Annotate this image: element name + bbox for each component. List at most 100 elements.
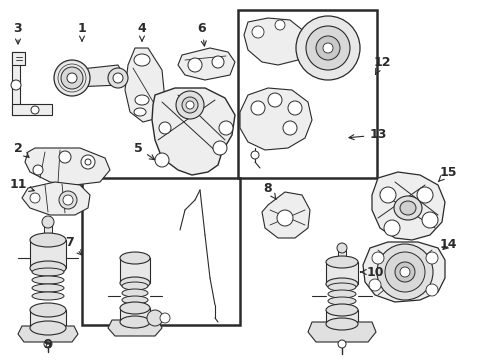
- Circle shape: [33, 165, 43, 175]
- Circle shape: [250, 101, 264, 115]
- Ellipse shape: [30, 233, 66, 247]
- Ellipse shape: [30, 303, 66, 317]
- Bar: [325, 262, 357, 284]
- Circle shape: [31, 106, 39, 114]
- Ellipse shape: [32, 284, 64, 292]
- Circle shape: [30, 193, 40, 203]
- Polygon shape: [125, 48, 164, 122]
- Circle shape: [63, 195, 73, 205]
- Ellipse shape: [327, 290, 355, 298]
- Circle shape: [59, 191, 77, 209]
- Circle shape: [85, 159, 91, 165]
- Bar: [337, 248, 346, 262]
- Circle shape: [376, 244, 432, 300]
- Circle shape: [59, 151, 71, 163]
- Polygon shape: [72, 65, 122, 87]
- Circle shape: [251, 26, 264, 38]
- Text: 15: 15: [438, 166, 456, 181]
- Text: 3: 3: [14, 22, 22, 44]
- Text: 10: 10: [360, 266, 383, 279]
- Polygon shape: [244, 18, 307, 65]
- Polygon shape: [307, 322, 375, 342]
- Circle shape: [368, 279, 380, 291]
- Ellipse shape: [327, 297, 355, 305]
- Text: 8: 8: [263, 181, 276, 199]
- Ellipse shape: [327, 283, 355, 291]
- Ellipse shape: [399, 201, 415, 215]
- Bar: [30, 310, 66, 328]
- Text: 5: 5: [133, 141, 154, 160]
- Ellipse shape: [120, 316, 150, 328]
- Circle shape: [421, 212, 437, 228]
- Circle shape: [383, 220, 399, 236]
- Ellipse shape: [325, 278, 357, 290]
- Circle shape: [305, 26, 349, 70]
- Circle shape: [182, 97, 198, 113]
- Ellipse shape: [32, 292, 64, 300]
- Circle shape: [337, 340, 346, 348]
- Circle shape: [54, 60, 90, 96]
- Circle shape: [394, 262, 414, 282]
- Polygon shape: [240, 88, 311, 150]
- Circle shape: [379, 187, 395, 203]
- Circle shape: [81, 155, 95, 169]
- Circle shape: [67, 73, 77, 83]
- Circle shape: [384, 252, 424, 292]
- Circle shape: [274, 20, 285, 30]
- Text: 7: 7: [65, 235, 82, 255]
- Ellipse shape: [135, 95, 149, 105]
- Polygon shape: [152, 88, 235, 175]
- Ellipse shape: [120, 302, 150, 314]
- Circle shape: [399, 267, 409, 277]
- Text: 9: 9: [43, 338, 52, 351]
- Bar: [44, 222, 52, 240]
- Polygon shape: [362, 242, 444, 302]
- Circle shape: [425, 284, 437, 296]
- Ellipse shape: [32, 276, 64, 284]
- Circle shape: [155, 153, 169, 167]
- Ellipse shape: [122, 289, 148, 297]
- Text: 13: 13: [348, 129, 386, 141]
- Polygon shape: [371, 172, 444, 240]
- Polygon shape: [178, 48, 235, 80]
- Polygon shape: [25, 148, 110, 185]
- Bar: [325, 310, 357, 324]
- Ellipse shape: [120, 252, 150, 264]
- Ellipse shape: [134, 54, 150, 66]
- Polygon shape: [108, 320, 162, 336]
- Circle shape: [425, 252, 437, 264]
- Circle shape: [176, 91, 203, 119]
- Circle shape: [108, 68, 128, 88]
- Circle shape: [295, 16, 359, 80]
- Ellipse shape: [134, 108, 146, 116]
- Circle shape: [42, 216, 54, 228]
- Circle shape: [219, 121, 232, 135]
- Polygon shape: [22, 182, 90, 215]
- Text: 2: 2: [14, 141, 29, 157]
- Polygon shape: [12, 52, 20, 115]
- Circle shape: [44, 340, 52, 348]
- Circle shape: [323, 43, 332, 53]
- Circle shape: [287, 101, 302, 115]
- Ellipse shape: [122, 282, 148, 290]
- Ellipse shape: [325, 256, 357, 268]
- Bar: [120, 308, 150, 322]
- Circle shape: [336, 243, 346, 253]
- Circle shape: [267, 93, 282, 107]
- Circle shape: [147, 310, 163, 326]
- Circle shape: [213, 141, 226, 155]
- Ellipse shape: [120, 277, 150, 289]
- Circle shape: [11, 80, 21, 90]
- Bar: [30, 240, 66, 268]
- Ellipse shape: [325, 318, 357, 330]
- Circle shape: [250, 151, 259, 159]
- Ellipse shape: [32, 268, 64, 276]
- Circle shape: [185, 101, 194, 109]
- Ellipse shape: [393, 196, 421, 220]
- Circle shape: [276, 210, 292, 226]
- Text: 4: 4: [137, 22, 146, 41]
- Circle shape: [160, 313, 170, 323]
- Text: 11: 11: [9, 179, 34, 192]
- Circle shape: [61, 67, 83, 89]
- Ellipse shape: [122, 296, 148, 304]
